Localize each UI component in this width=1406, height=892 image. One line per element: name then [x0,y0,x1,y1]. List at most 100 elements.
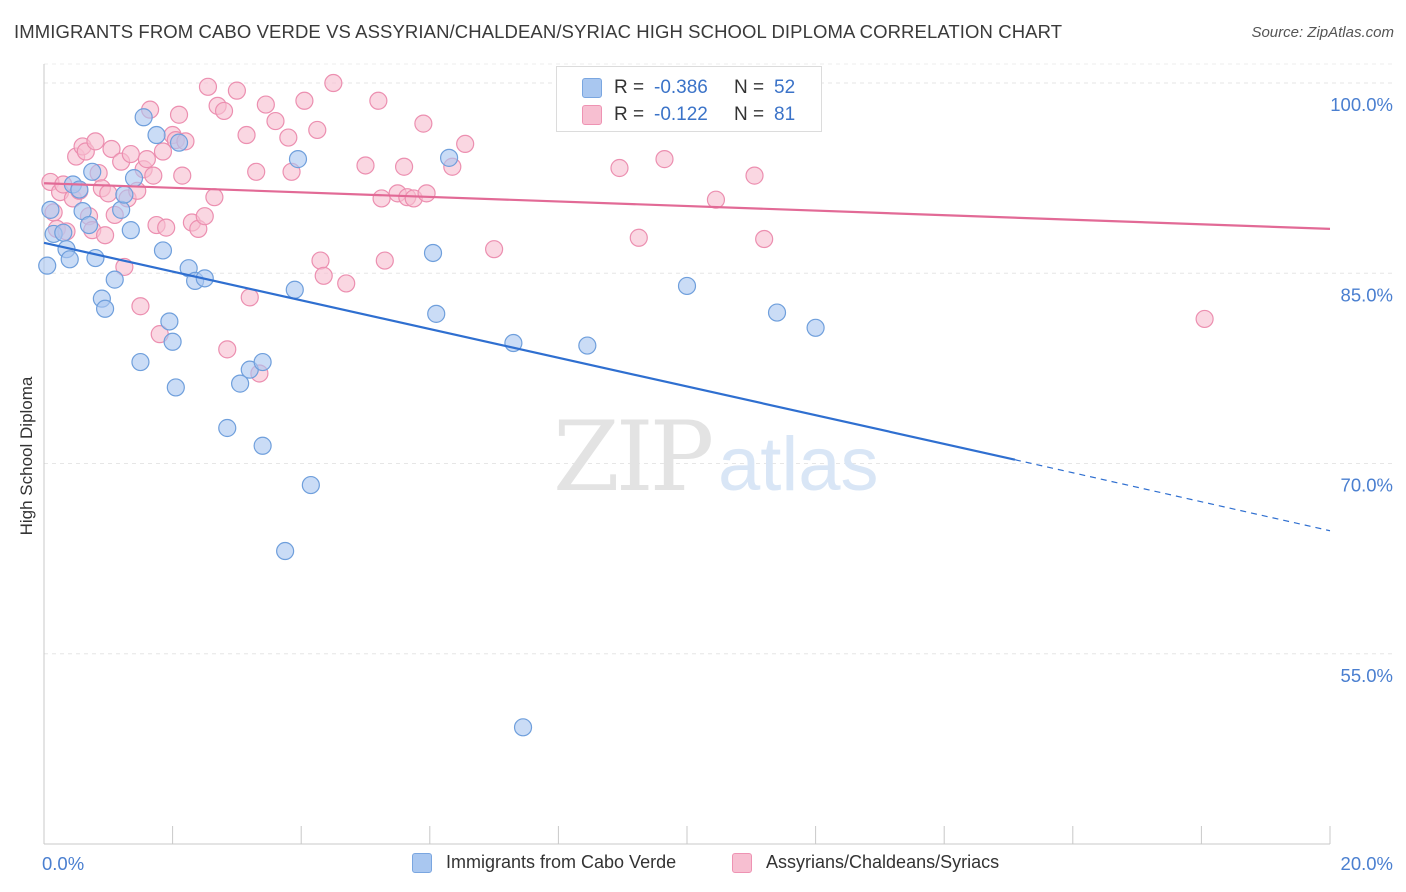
watermark-atlas: atlas [718,422,879,507]
data-point [160,312,179,331]
data-point [253,436,272,455]
stats-row-assyrians: R = -0.122 N = 81 [557,102,821,130]
tick-labels: 55.0% 70.0% 85.0% 100.0% 0.0% 20.0% [42,94,1393,874]
data-point [629,228,648,247]
stats-box: R = -0.386 N = 52 R = -0.122 N = 81 [556,66,822,132]
data-point [414,114,433,133]
data-point [677,276,697,296]
data-point [372,189,391,208]
data-point [227,81,246,100]
data-point [578,336,597,355]
legend-label-assyrians: Assyrians/Chaldeans/Syriacs [766,852,1000,872]
data-point [285,280,304,299]
stats-row-cabo-verde: R = -0.386 N = 52 [557,75,821,103]
y-tick-label: 55.0% [1341,665,1393,686]
data-point [153,241,173,260]
data-point [169,133,189,152]
data-point [83,162,102,181]
data-point [205,188,224,207]
data-point [369,91,388,110]
n-label: N = [734,104,765,125]
legend-label-cabo-verde: Immigrants from Cabo Verde [446,852,677,872]
data-point [131,297,150,316]
data-point [95,226,115,245]
stats-swatch-assyrians [582,105,602,125]
y-tick-label: 85.0% [1341,284,1393,305]
n-label: N = [734,77,765,98]
data-point [356,156,375,175]
trend-lines [43,182,1331,532]
data-point [169,105,189,124]
data-point [806,318,825,337]
data-point [295,91,314,110]
data-point [767,303,787,322]
stats-swatch-cabo-verde [582,78,602,98]
data-point [60,250,79,269]
data-point [115,185,134,204]
legend-swatch-assyrians [732,853,752,873]
trend-line [43,182,1331,230]
data-point [214,101,234,121]
data-point [121,221,140,240]
data-point [279,128,298,147]
data-point [266,111,285,131]
data-point [513,718,533,737]
data-point [417,184,436,203]
watermark: ZIP atlas [553,401,879,513]
data-point [173,166,192,185]
data-point [394,157,414,176]
data-point [102,139,121,159]
data-point [163,332,182,351]
data-point [124,169,144,188]
series-assyrians-points [41,73,1214,383]
data-point [485,240,504,259]
legend-swatch-cabo-verde [412,853,432,873]
data-point [311,251,330,270]
data-point [112,200,131,219]
y-axis-label: High School Diploma [17,376,36,536]
data-point [231,374,250,393]
axes [43,64,1331,845]
watermark-zip: ZIP [553,401,712,513]
chart-title: IMMIGRANTS FROM CABO VERDE VS ASSYRIAN/C… [14,21,1063,42]
data-point [456,134,475,154]
data-point [218,418,237,438]
data-point [134,108,153,127]
n-value: 81 [774,104,796,125]
data-point [54,223,73,242]
data-point [276,541,295,561]
data-point [166,378,185,397]
trend-line-extension [1014,459,1331,532]
data-point [240,288,259,307]
data-point [198,77,218,96]
series-cabo-verde-points [38,108,825,737]
gridlines [44,63,1392,655]
x-tick-label: 20.0% [1341,853,1393,874]
data-point [41,200,60,219]
data-point [105,270,124,289]
data-point [147,125,166,145]
data-point [137,150,156,169]
data-point [121,144,140,164]
data-point [745,166,764,185]
data-point [247,162,266,181]
y-tick-label: 70.0% [1341,475,1393,496]
data-point [253,352,272,372]
data-point [314,266,333,285]
data-point [38,256,57,275]
data-point [1195,309,1214,329]
x-tick-label: 0.0% [42,853,84,874]
data-point [79,215,99,235]
data-point [423,243,443,263]
data-point [427,304,446,323]
data-point [153,142,173,161]
data-point [99,184,118,203]
data-point [95,299,115,318]
data-point [610,158,629,178]
data-point [308,120,327,140]
r-value: -0.386 [654,77,708,98]
data-point [157,218,176,237]
data-point [237,125,256,145]
data-point [218,340,237,359]
